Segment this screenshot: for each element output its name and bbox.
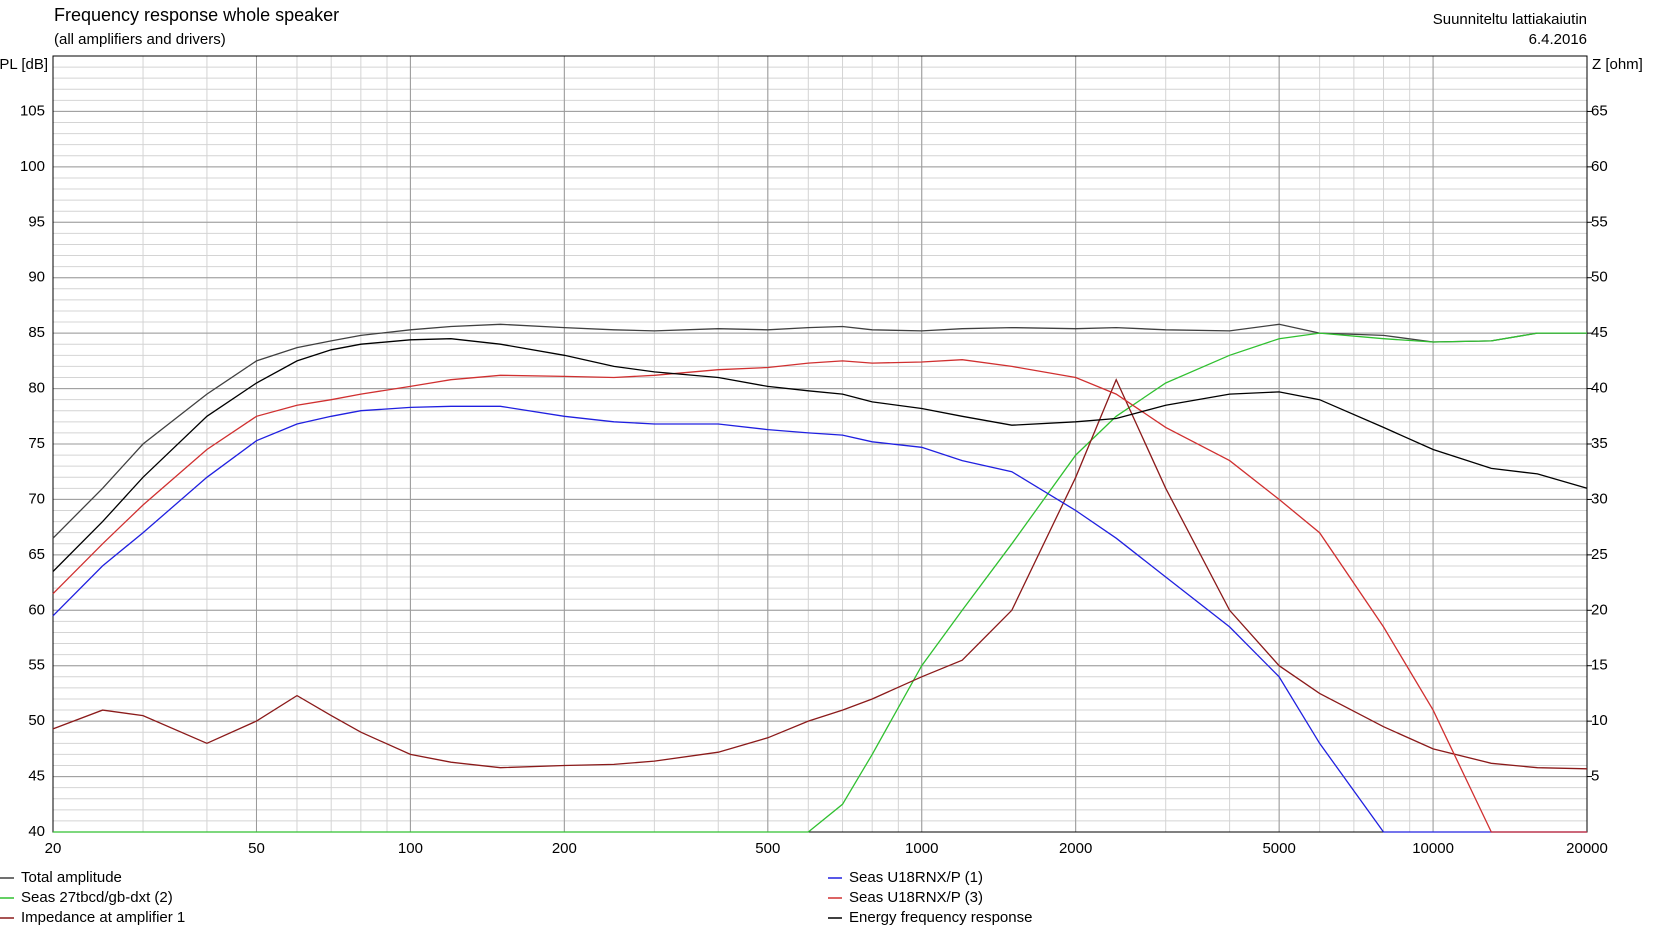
legend-label: Seas 27tbcd/gb-dxt (2) — [21, 889, 173, 906]
chart-subtitle: (all amplifiers and drivers) — [54, 31, 226, 48]
y2-tick-label: 5 — [1591, 768, 1599, 785]
y2-tick-label: 30 — [1591, 490, 1608, 507]
legend-label: Seas U18RNX/P (3) — [849, 889, 983, 906]
y-tick-label: 60 — [28, 601, 45, 618]
y-tick-label: 100 — [20, 158, 45, 175]
y2-tick-label: 65 — [1591, 102, 1608, 119]
series-line — [52, 405, 1587, 833]
y2-axis-label: Z [ohm] — [1592, 56, 1643, 73]
series-line — [52, 338, 1588, 572]
y-tick-label: 70 — [28, 490, 45, 507]
x-tick-label: 10000 — [1412, 840, 1454, 857]
annotation: Suunniteltu lattiakaiutin — [1433, 11, 1587, 28]
y-tick-label: 40 — [28, 823, 45, 840]
x-tick-label: 2000 — [1059, 840, 1092, 857]
x-tick-label: 5000 — [1262, 840, 1295, 857]
y2-tick-label: 40 — [1591, 380, 1608, 397]
legend-label: Seas U18RNX/P (1) — [849, 869, 983, 886]
legend-label: Energy frequency response — [849, 909, 1032, 926]
plot-frame — [52, 55, 1588, 833]
y2-tick-label: 15 — [1591, 657, 1608, 674]
y-tick-label: 95 — [28, 213, 45, 230]
y2-tick-label: 45 — [1591, 324, 1608, 341]
legend-label: Total amplitude — [21, 869, 122, 886]
series-line — [53, 332, 1587, 833]
legend-label: Impedance at amplifier 1 — [21, 909, 185, 926]
y-tick-label: 90 — [28, 269, 45, 286]
y-tick-label: 85 — [28, 324, 45, 341]
y-tick-label: 50 — [28, 712, 45, 729]
y-tick-label: 75 — [28, 435, 45, 452]
x-tick-label: 20 — [45, 840, 62, 857]
y2-tick-label: 10 — [1591, 712, 1608, 729]
x-tick-label: 20000 — [1566, 840, 1608, 857]
series-line — [52, 378, 1588, 770]
x-tick-label: 200 — [552, 840, 577, 857]
y-tick-label: 105 — [20, 102, 45, 119]
y2-tick-label: 55 — [1591, 213, 1608, 230]
y-tick-label: 65 — [28, 546, 45, 563]
y2-tick-label: 35 — [1591, 435, 1608, 452]
y-tick-label: 45 — [28, 768, 45, 785]
y2-tick-label: 50 — [1591, 269, 1608, 286]
y-tick-label: 80 — [28, 380, 45, 397]
series-line — [52, 323, 1587, 539]
y2-tick-label: 25 — [1591, 546, 1608, 563]
series-line — [52, 359, 1587, 833]
x-tick-label: 500 — [755, 840, 780, 857]
y2-tick-label: 60 — [1591, 158, 1608, 175]
y2-tick-label: 20 — [1591, 601, 1608, 618]
chart-title: Frequency response whole speaker — [54, 5, 339, 25]
x-tick-label: 100 — [398, 840, 423, 857]
x-tick-label: 1000 — [905, 840, 938, 857]
y-axis-label: PL [dB] — [0, 56, 48, 73]
annotation: 6.4.2016 — [1529, 31, 1587, 48]
y-tick-label: 55 — [28, 657, 45, 674]
x-tick-label: 50 — [248, 840, 265, 857]
